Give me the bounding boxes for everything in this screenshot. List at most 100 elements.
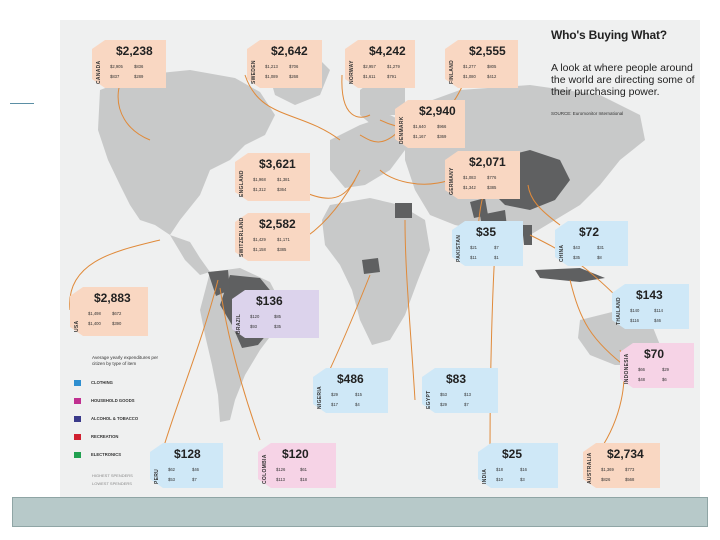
spend-cell: $17 — [331, 402, 338, 407]
spend-cell: $7 — [464, 402, 469, 407]
spend-cell: $1,171 — [277, 237, 290, 242]
spend-cell: $2,905 — [110, 64, 123, 69]
country-total: $25 — [502, 447, 523, 461]
country-total: $2,582 — [259, 217, 296, 231]
spend-cell: $53 — [440, 392, 447, 397]
spend-cell: $66 — [638, 367, 645, 372]
spend-cell: $791 — [387, 74, 397, 79]
spend-cell: $390 — [112, 321, 122, 326]
nigeria-shape — [362, 258, 380, 274]
country-name: THAILAND — [616, 297, 622, 325]
spend-cell: $1,968 — [253, 177, 266, 182]
spend-cell: $140 — [630, 308, 640, 313]
country-name: GERMANY — [449, 167, 455, 195]
spend-cell: $773 — [625, 467, 635, 472]
infographic-source: SOURCE: Euromonitor International — [551, 111, 624, 116]
spend-cell: $1,080 — [463, 74, 476, 79]
spend-cell: $10 — [496, 477, 503, 482]
country-card: FINLAND $2,555 $1,277 $805 $1,080 $412 — [445, 40, 518, 88]
north-america — [98, 70, 275, 235]
country-total: $2,734 — [607, 447, 644, 461]
spend-cell: $48 — [638, 377, 645, 382]
spend-cell: $3 — [520, 477, 525, 482]
country-total: $35 — [476, 225, 497, 239]
country-card: BRAZIL $136 $120 $85 $93 $35 — [232, 290, 319, 338]
spend-cell: $1,498 — [88, 311, 101, 316]
spend-cell: $1 — [494, 255, 499, 260]
slide-rule — [10, 103, 34, 104]
spend-cell: $1,279 — [387, 64, 400, 69]
spend-cell: $46 — [654, 318, 661, 323]
spend-cell: $35 — [274, 324, 281, 329]
legend-lowest: LOWEST SPENDERS — [92, 481, 132, 486]
spend-cell: $369 — [437, 134, 447, 139]
spend-cell: $85 — [274, 314, 281, 319]
country-card: CHINA $72 $43 $31 $35 $8 — [555, 221, 628, 266]
spend-cell: $385 — [487, 185, 497, 190]
country-total: $2,238 — [116, 44, 153, 58]
world-map — [60, 20, 700, 498]
spend-cell: $15 — [355, 392, 362, 397]
country-name: INDIA — [482, 468, 488, 484]
spend-cell: $836 — [134, 64, 144, 69]
country-total: $143 — [636, 288, 663, 302]
country-total: $2,940 — [419, 104, 456, 118]
spend-cell: $31 — [597, 245, 604, 250]
spend-cell: $1,158 — [253, 247, 266, 252]
country-name: COLOMBIA — [262, 454, 268, 484]
country-total: $83 — [446, 372, 467, 386]
spend-cell: $7 — [494, 245, 499, 250]
country-name: AUSTRALIA — [587, 452, 593, 484]
country-total: $136 — [256, 294, 283, 308]
spend-cell: $1,342 — [463, 185, 476, 190]
card-backgrounds — [70, 40, 694, 488]
country-total: $2,642 — [271, 44, 308, 58]
legend-item-electronics: ELECTRONICS — [74, 452, 121, 458]
spend-cell: $13 — [464, 392, 471, 397]
colombia — [208, 270, 230, 296]
spend-cell: $46 — [192, 467, 199, 472]
country-card: SWITZERLAND $2,582 $1,429 $1,171 $1,158 $385 — [235, 213, 310, 261]
phone-icon — [74, 452, 81, 458]
country-total: $70 — [644, 347, 665, 361]
spend-cell: $776 — [487, 175, 497, 180]
spend-cell: $1,369 — [601, 467, 614, 472]
spend-cell: $1,312 — [253, 187, 266, 192]
spend-cell: $18 — [300, 477, 307, 482]
country-card: PAKISTAN $35 $21 $7 $11 $1 — [452, 221, 523, 266]
infographic-title: Who's Buying What? — [551, 28, 667, 42]
country-card: SWEDEN $2,642 $1,213 $706 $1,089 $268 — [247, 40, 322, 88]
spend-cell: $6 — [662, 377, 667, 382]
spend-cell: $62 — [168, 467, 175, 472]
spend-cell: $1,277 — [463, 64, 476, 69]
spend-cell: $1,429 — [253, 237, 266, 242]
country-name: EGYPT — [426, 390, 432, 409]
spend-cell: $113 — [276, 477, 286, 482]
country-name: NIGERIA — [317, 386, 323, 409]
country-card: THAILAND $143 $140 $114 $116 $46 — [612, 284, 689, 329]
country-card: GERMANY $2,071 $1,083 $776 $1,342 $385 — [445, 151, 520, 199]
tag-icon — [74, 434, 81, 440]
spend-cell: $114 — [654, 308, 664, 313]
spend-cell: $1,167 — [413, 134, 426, 139]
country-card: COLOMBIA $120 $126 $61 $113 $18 — [258, 443, 336, 488]
country-name: PERU — [154, 468, 160, 484]
spend-cell: $672 — [112, 311, 122, 316]
country-card: NIGERIA $486 $29 $15 $17 $4 — [313, 368, 388, 413]
slide-footer-bar — [12, 497, 708, 527]
spend-cell: $837 — [110, 74, 120, 79]
spend-cell: $29 — [662, 367, 669, 372]
country-name: USA — [74, 320, 80, 332]
spend-cell: $29 — [440, 402, 447, 407]
europe — [330, 115, 410, 188]
spend-cell: $706 — [289, 64, 299, 69]
country-name: INDONESIA — [624, 353, 630, 384]
spend-cell: $289 — [134, 74, 144, 79]
spend-cell: $8 — [597, 255, 602, 260]
country-card: DENMARK $2,940 $1,640 $966 $1,167 $369 — [395, 100, 465, 148]
country-card: INDIA $25 $18 $16 $10 $3 — [478, 443, 558, 488]
country-card: EGYPT $83 $53 $13 $29 $7 — [422, 368, 498, 413]
spend-cell: $268 — [289, 74, 299, 79]
country-card: USA $2,883 $1,498 $672 $1,400 $390 — [70, 287, 148, 336]
spend-cell: $1,213 — [265, 64, 278, 69]
